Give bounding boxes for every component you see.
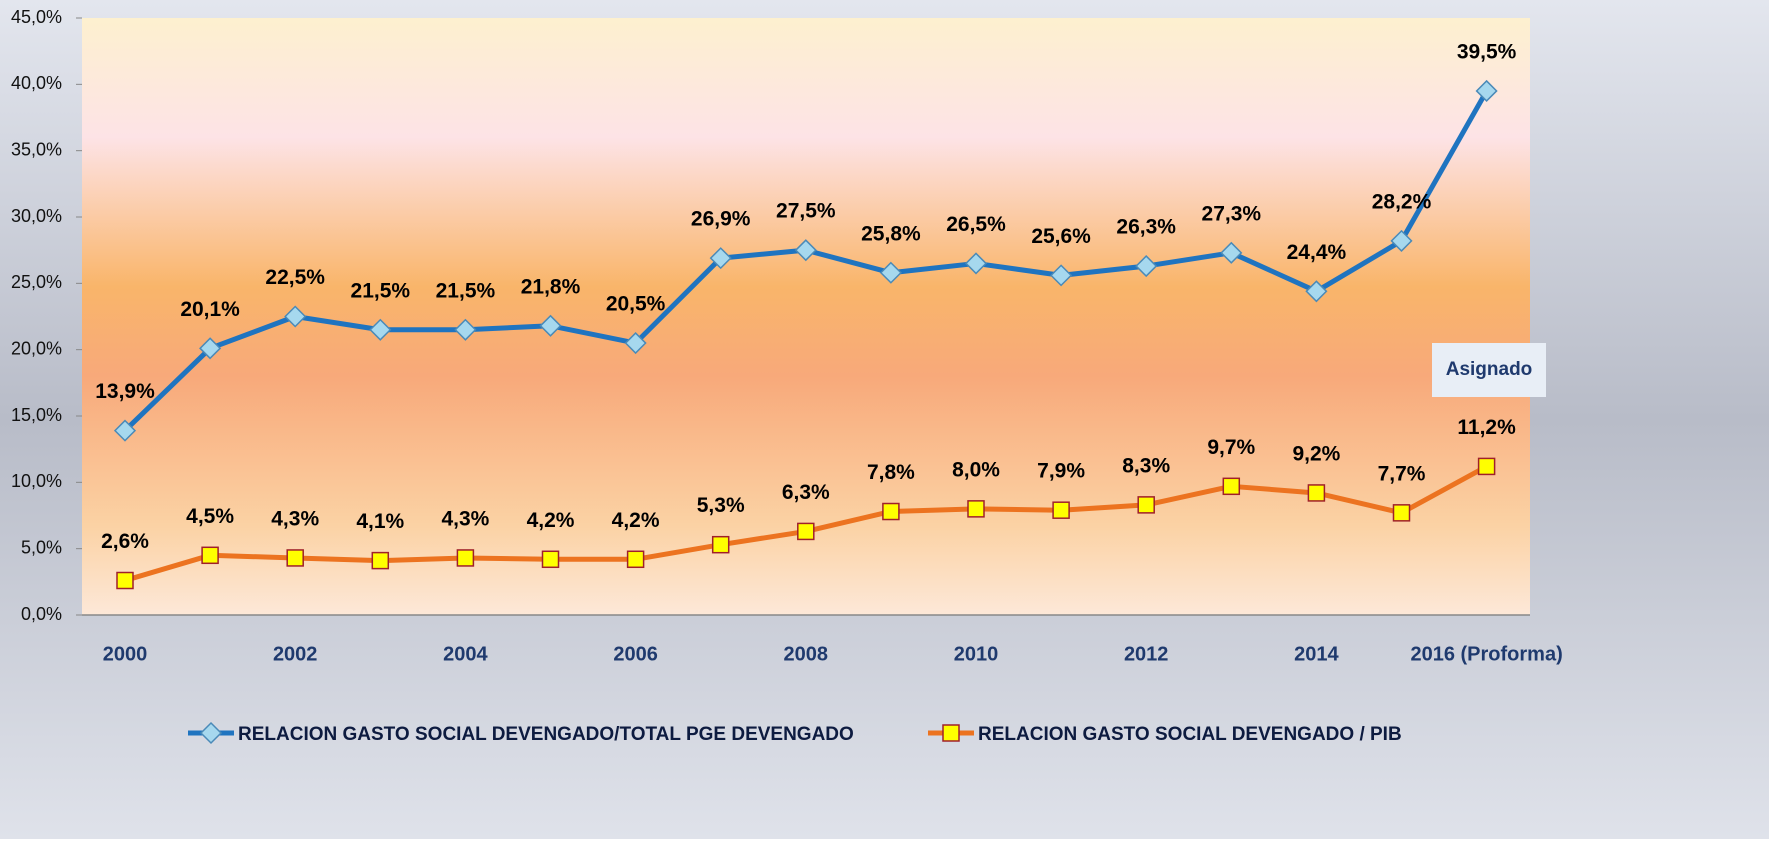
marker [1137, 496, 1155, 514]
marker [1390, 229, 1413, 252]
value-label: 7,7% [1378, 462, 1426, 485]
plot-area [82, 18, 1530, 615]
value-label: 25,8% [861, 222, 921, 245]
marker [1392, 504, 1411, 522]
value-label: 6,3% [782, 481, 830, 504]
value-label: 4,2% [612, 509, 660, 532]
annotation: Asignado [1446, 359, 1533, 380]
value-label: 22,5% [265, 266, 325, 289]
marker [539, 314, 562, 337]
value-label: 21,8% [521, 275, 581, 298]
value-label: 13,9% [95, 380, 155, 403]
marker [1475, 79, 1498, 103]
x-tick-label: 2004 [443, 643, 488, 665]
marker [113, 419, 137, 442]
marker [794, 239, 817, 262]
marker [1050, 264, 1073, 287]
x-tick-label: 2000 [103, 643, 148, 665]
x-tick-label: 2002 [273, 643, 318, 665]
value-label: 11,2% [1457, 416, 1516, 439]
value-label: 4,5% [186, 505, 234, 528]
value-label: 7,9% [1037, 460, 1085, 483]
marker [541, 550, 560, 569]
value-label: 2,6% [101, 530, 149, 553]
value-label: 26,5% [946, 213, 1006, 236]
value-label: 8,0% [952, 458, 1000, 481]
marker [1220, 241, 1243, 264]
legend-label: RELACION GASTO SOCIAL DEVENGADO/TOTAL PG… [238, 724, 854, 745]
marker [286, 549, 304, 567]
marker [116, 571, 134, 590]
value-label: 9,7% [1207, 436, 1255, 459]
value-label: 39,5% [1457, 41, 1517, 64]
marker [456, 549, 475, 567]
x-tick-label: 2016 (Proforma) [1410, 643, 1562, 665]
marker [942, 724, 960, 742]
value-label: 4,1% [356, 510, 404, 533]
value-label: 26,9% [691, 208, 751, 231]
value-label: 5,3% [697, 494, 745, 517]
marker [967, 500, 985, 518]
value-label: 20,1% [180, 298, 240, 321]
value-label: 25,6% [1031, 225, 1091, 248]
y-tick-label: 30,0% [11, 206, 62, 226]
value-label: 27,3% [1202, 202, 1262, 225]
y-tick-label: 10,0% [11, 471, 62, 491]
legend-label: RELACION GASTO SOCIAL DEVENGADO / PIB [978, 724, 1402, 745]
marker [709, 247, 732, 270]
y-tick-label: 35,0% [11, 139, 62, 159]
marker [626, 550, 645, 569]
marker [964, 252, 988, 275]
marker [882, 502, 900, 521]
y-tick-label: 15,0% [11, 405, 62, 425]
marker [711, 535, 730, 554]
marker [369, 318, 392, 341]
value-label: 27,5% [776, 200, 836, 223]
marker [199, 721, 223, 745]
marker [454, 318, 477, 341]
marker [797, 522, 815, 541]
marker [1222, 477, 1241, 496]
value-label: 20,5% [606, 293, 666, 316]
value-label: 4,3% [271, 508, 319, 531]
value-label: 8,3% [1122, 454, 1170, 477]
y-tick-label: 45,0% [11, 7, 62, 27]
marker [1135, 255, 1158, 278]
value-label: 4,2% [527, 509, 575, 532]
y-tick-label: 40,0% [11, 73, 62, 93]
marker [284, 305, 307, 328]
y-tick-label: 20,0% [11, 338, 62, 358]
x-tick-label: 2014 [1294, 643, 1339, 665]
value-label: 28,2% [1372, 190, 1432, 213]
marker [1052, 501, 1070, 519]
value-label: 21,5% [436, 279, 496, 302]
x-tick-label: 2006 [613, 643, 658, 665]
value-label: 9,2% [1292, 442, 1340, 465]
marker [1305, 280, 1328, 303]
marker [624, 331, 647, 355]
x-tick-label: 2012 [1124, 643, 1169, 665]
value-label: 26,3% [1116, 216, 1176, 239]
marker [371, 551, 390, 570]
value-label: 4,3% [441, 508, 489, 531]
marker [1477, 457, 1496, 476]
value-label: 21,5% [351, 279, 411, 302]
value-label: 7,8% [867, 461, 915, 484]
marker [201, 546, 219, 565]
x-tick-label: 2010 [954, 643, 999, 665]
y-tick-label: 25,0% [11, 272, 62, 292]
y-tick-label: 0,0% [21, 604, 62, 624]
x-tick-label: 2008 [784, 643, 829, 665]
y-tick-label: 5,0% [21, 537, 62, 557]
value-label: 24,4% [1287, 241, 1347, 264]
marker [1307, 484, 1326, 502]
marker [879, 261, 902, 284]
marker [199, 337, 222, 360]
annotation-box [1432, 343, 1546, 397]
